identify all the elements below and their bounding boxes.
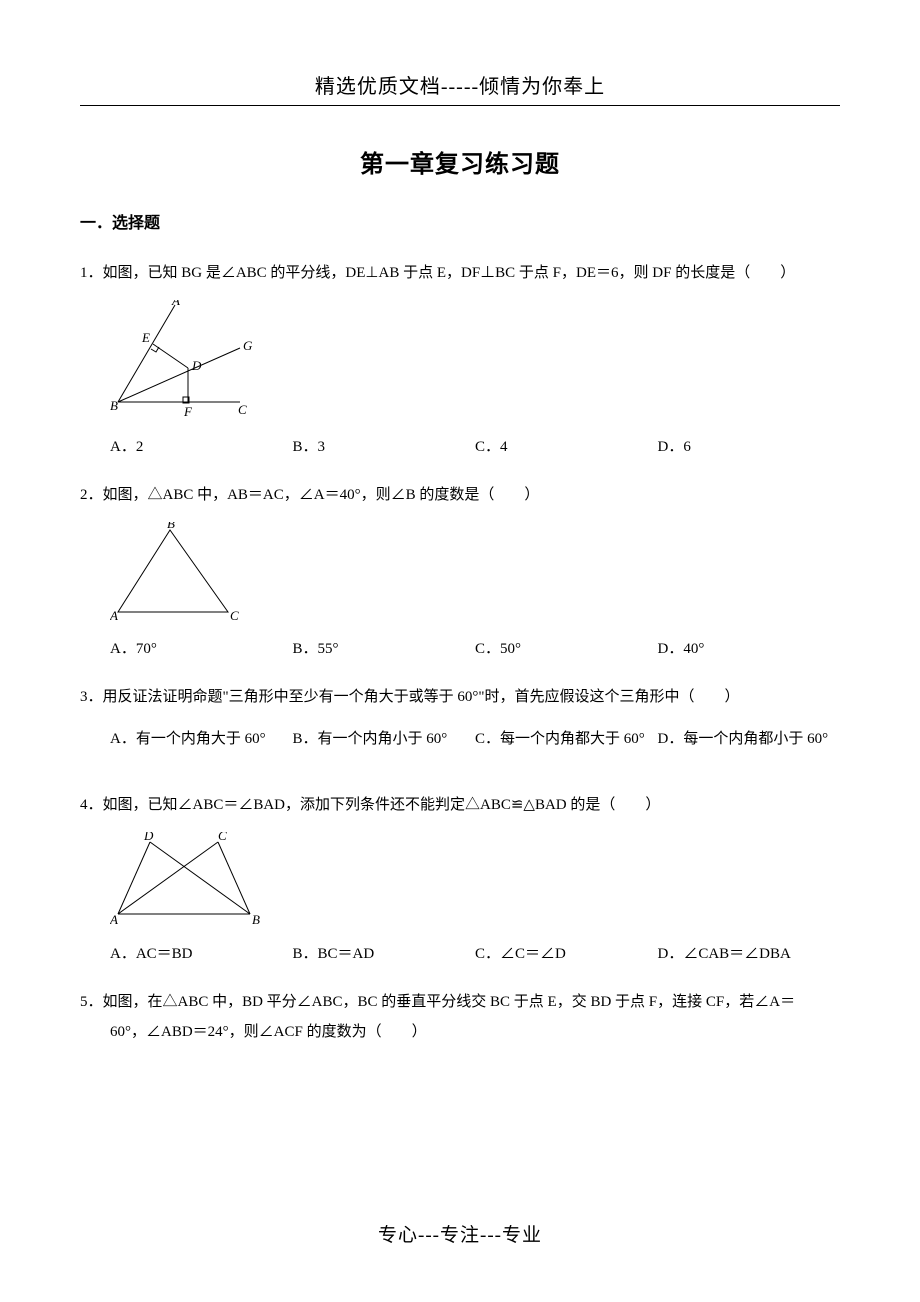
options: A．有一个内角大于 60° B．有一个内角小于 60° C．每一个内角都大于 6… xyxy=(80,724,840,772)
label-A: A xyxy=(110,608,118,622)
option-D: D．∠CAB＝∠DBA xyxy=(658,939,841,969)
question-text: 1．如图，已知 BG 是∠ABC 的平分线，DE⊥AB 于点 E，DF⊥BC 于… xyxy=(80,258,840,288)
question-1: 1．如图，已知 BG 是∠ABC 的平分线，DE⊥AB 于点 E，DF⊥BC 于… xyxy=(80,258,840,462)
option-C: C．每一个内角都大于 60° xyxy=(475,724,658,754)
label-B: B xyxy=(167,522,175,531)
option-B: B．有一个内角小于 60° xyxy=(293,724,476,754)
label-G: G xyxy=(243,338,253,353)
label-C: C xyxy=(218,832,227,843)
label-E: E xyxy=(141,330,150,345)
label-C: C xyxy=(230,608,239,622)
label-D: D xyxy=(143,832,154,843)
figure-2: A B C xyxy=(80,522,840,622)
option-A: A．2 xyxy=(110,432,293,462)
label-C: C xyxy=(238,402,247,417)
option-B: B．BC＝AD xyxy=(293,939,476,969)
question-text-line2: 60°，∠ABD＝24°，则∠ACF 的度数为（ ） xyxy=(80,1017,427,1047)
question-text: 3．用反证法证明命题"三角形中至少有一个角大于或等于 60°"时，首先应假设这个… xyxy=(80,682,840,712)
label-D: D xyxy=(191,358,202,373)
question-text-line1: 5．如图，在△ABC 中，BD 平分∠ABC，BC 的垂直平分线交 BC 于点 … xyxy=(80,994,795,1010)
option-D: D．6 xyxy=(658,432,841,462)
options: A．AC＝BD B．BC＝AD C．∠C＝∠D D．∠CAB＝∠DBA xyxy=(80,939,840,969)
label-A: A xyxy=(110,912,118,927)
options: A．2 B．3 C．4 D．6 xyxy=(80,432,840,462)
option-D: D．40° xyxy=(658,634,841,664)
question-text: 5．如图，在△ABC 中，BD 平分∠ABC，BC 的垂直平分线交 BC 于点 … xyxy=(80,987,840,1047)
option-B: B．3 xyxy=(293,432,476,462)
option-A: A．有一个内角大于 60° xyxy=(110,724,293,754)
options: A．70° B．55° C．50° D．40° xyxy=(80,634,840,664)
label-F: F xyxy=(183,404,193,419)
figure-4: A B D C xyxy=(80,832,840,927)
option-A: A．70° xyxy=(110,634,293,664)
option-A: A．AC＝BD xyxy=(110,939,293,969)
figure-1: B A G C F D E xyxy=(80,300,840,420)
question-text: 4．如图，已知∠ABC＝∠BAD，添加下列条件还不能判定△ABC≌△BAD 的是… xyxy=(80,790,840,820)
option-C: C．50° xyxy=(475,634,658,664)
question-text: 2．如图，△ABC 中，AB＝AC，∠A＝40°，则∠B 的度数是（ ） xyxy=(80,480,840,510)
label-A: A xyxy=(171,300,180,308)
section-heading: 一．选择题 xyxy=(80,209,840,233)
question-5: 5．如图，在△ABC 中，BD 平分∠ABC，BC 的垂直平分线交 BC 于点 … xyxy=(80,987,840,1047)
page-title: 第一章复习练习题 xyxy=(80,144,840,179)
page-footer: 专心---专注---专业 xyxy=(0,1220,920,1247)
option-D: D．每一个内角都小于 60° xyxy=(658,724,841,754)
question-3: 3．用反证法证明命题"三角形中至少有一个角大于或等于 60°"时，首先应假设这个… xyxy=(80,682,840,772)
option-C: C．∠C＝∠D xyxy=(475,939,658,969)
option-C: C．4 xyxy=(475,432,658,462)
page-header: 精选优质文档-----倾情为你奉上 xyxy=(80,70,840,106)
question-2: 2．如图，△ABC 中，AB＝AC，∠A＝40°，则∠B 的度数是（ ） A B… xyxy=(80,480,840,664)
label-B: B xyxy=(252,912,260,927)
option-B: B．55° xyxy=(293,634,476,664)
label-B: B xyxy=(110,398,118,413)
question-4: 4．如图，已知∠ABC＝∠BAD，添加下列条件还不能判定△ABC≌△BAD 的是… xyxy=(80,790,840,969)
